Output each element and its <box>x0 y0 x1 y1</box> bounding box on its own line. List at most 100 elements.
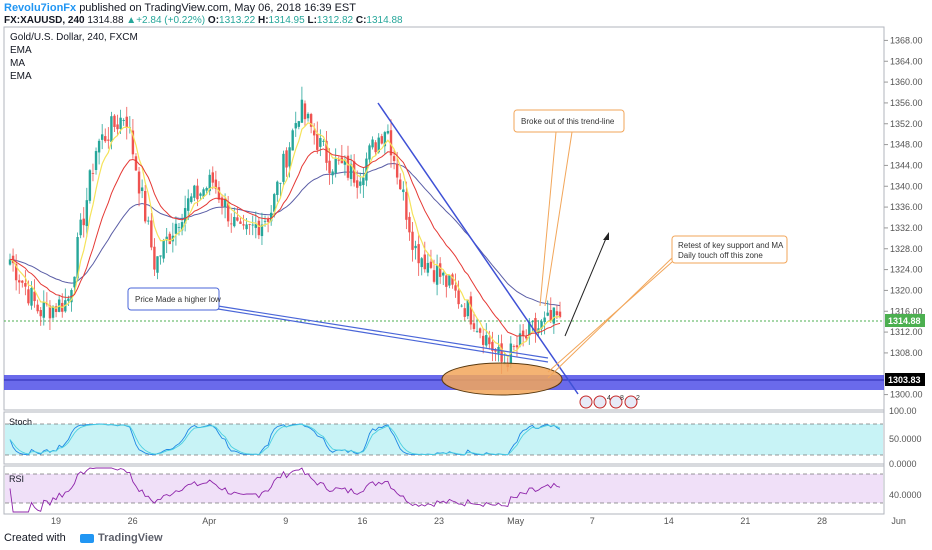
candle-body <box>8 259 12 265</box>
candle-body <box>97 140 101 153</box>
candle-body <box>91 173 95 174</box>
support-touch-zone[interactable] <box>441 362 563 396</box>
stoch-lines <box>9 423 561 456</box>
tradingview-logo[interactable]: TradingView <box>80 532 163 544</box>
candle-body <box>137 171 141 194</box>
candle-body <box>512 346 516 348</box>
candle-body <box>251 224 254 226</box>
candle-body <box>104 136 107 142</box>
current-price-tag <box>885 314 925 327</box>
up-arrow-icon: ▲ <box>126 15 137 26</box>
candle-body <box>331 171 334 176</box>
candle-body <box>131 130 135 155</box>
candle-body <box>515 345 519 348</box>
flag-icon[interactable] <box>624 395 638 409</box>
candle-body <box>94 151 98 170</box>
rsi-path <box>9 467 561 513</box>
candle-body <box>442 272 445 276</box>
published-text: published on TradingView.com, May 06, 20… <box>79 2 356 14</box>
high-value: 1314.95 <box>268 15 305 26</box>
callout-line-retest <box>547 261 673 373</box>
high-label: H: <box>257 15 269 26</box>
candle-body <box>316 133 319 150</box>
flag-icon[interactable] <box>609 395 623 409</box>
candle-body <box>297 121 301 127</box>
descending-trendline[interactable] <box>377 102 579 395</box>
candle-body <box>257 220 261 236</box>
candle-body <box>116 124 119 130</box>
callout-higher-low-text: Price Made a higher low <box>135 295 221 304</box>
candle-body <box>549 310 552 321</box>
candle-body <box>107 139 110 141</box>
candle-body <box>260 224 264 237</box>
price-tick-label: 1320.00 <box>890 285 923 295</box>
candle-body <box>168 233 171 245</box>
candle-body <box>294 123 297 129</box>
candle-body <box>534 318 537 333</box>
higher-low-line-2[interactable] <box>217 308 549 363</box>
chart-canvas[interactable]: Gold/U.S. Dollar, 240, FXCM EMA MA EMA B… <box>0 0 932 528</box>
price-change: +2.84 (+0.22%) <box>136 15 206 26</box>
candle-body <box>100 134 104 140</box>
candle-body <box>469 296 473 325</box>
stoch-tick-50: 50.0000 <box>889 434 922 444</box>
callout-higher-low-box[interactable] <box>127 287 220 311</box>
candle-body <box>51 306 55 318</box>
candle-body <box>485 335 488 346</box>
candle-body <box>30 287 33 306</box>
price-tick-label: 1324.00 <box>890 265 923 275</box>
flag-icon[interactable] <box>593 395 607 409</box>
stoch-d-line <box>9 423 561 456</box>
candle-body <box>18 280 21 283</box>
main-pane-frame <box>3 26 885 411</box>
candle-body <box>445 275 448 287</box>
candle-body <box>414 245 417 249</box>
economic-events[interactable]: 4 8 2 <box>579 395 640 409</box>
candle-body <box>306 113 310 119</box>
candle-body <box>359 181 362 186</box>
candle-body <box>337 159 340 161</box>
event-count-1: 4 <box>607 395 611 402</box>
legend-ma: MA <box>10 58 25 69</box>
candle-body <box>343 159 347 165</box>
candle-body <box>451 274 454 285</box>
stoch-label: Stoch <box>9 417 32 427</box>
time-tick-label: 9 <box>283 516 288 526</box>
callout-broke-box[interactable] <box>513 109 625 133</box>
candle-body <box>328 160 331 174</box>
candle-body <box>226 202 230 222</box>
candle-body <box>494 349 497 352</box>
candle-body <box>33 291 36 302</box>
candle-body <box>405 191 408 220</box>
candle-body <box>125 116 128 128</box>
candle-body <box>143 190 147 222</box>
callout-retest-text-2: Daily touch off this zone <box>678 251 763 260</box>
candle-body <box>303 103 307 120</box>
candle-body <box>263 220 267 222</box>
candle-body <box>420 258 423 268</box>
open-value: 1313.22 <box>219 15 256 26</box>
candle-body <box>156 256 159 273</box>
candle-body <box>478 328 482 333</box>
candle-body <box>223 199 227 207</box>
candle-body <box>220 197 224 207</box>
flag-icon[interactable] <box>579 395 593 409</box>
candle-body <box>531 321 534 323</box>
legend-title: Gold/U.S. Dollar, 240, FXCM <box>10 32 138 43</box>
candle-body <box>119 117 122 129</box>
legend-ema-slow: EMA <box>10 71 32 82</box>
price-tick-label: 1308.00 <box>890 348 923 358</box>
author-name[interactable]: Revolu7ionFx <box>4 2 77 14</box>
candle-body <box>239 221 242 224</box>
time-tick-label: Jun <box>891 516 906 526</box>
candle-body <box>190 196 193 203</box>
candle-body <box>300 99 304 123</box>
candle-body <box>395 163 399 178</box>
projection-arrow[interactable] <box>564 235 608 337</box>
candle-body <box>500 343 503 362</box>
callout-line-broke <box>539 131 557 307</box>
higher-low-line[interactable] <box>217 305 549 359</box>
callout-retest-box[interactable] <box>671 235 788 264</box>
ma-path <box>9 148 561 337</box>
candle-body <box>79 219 82 236</box>
